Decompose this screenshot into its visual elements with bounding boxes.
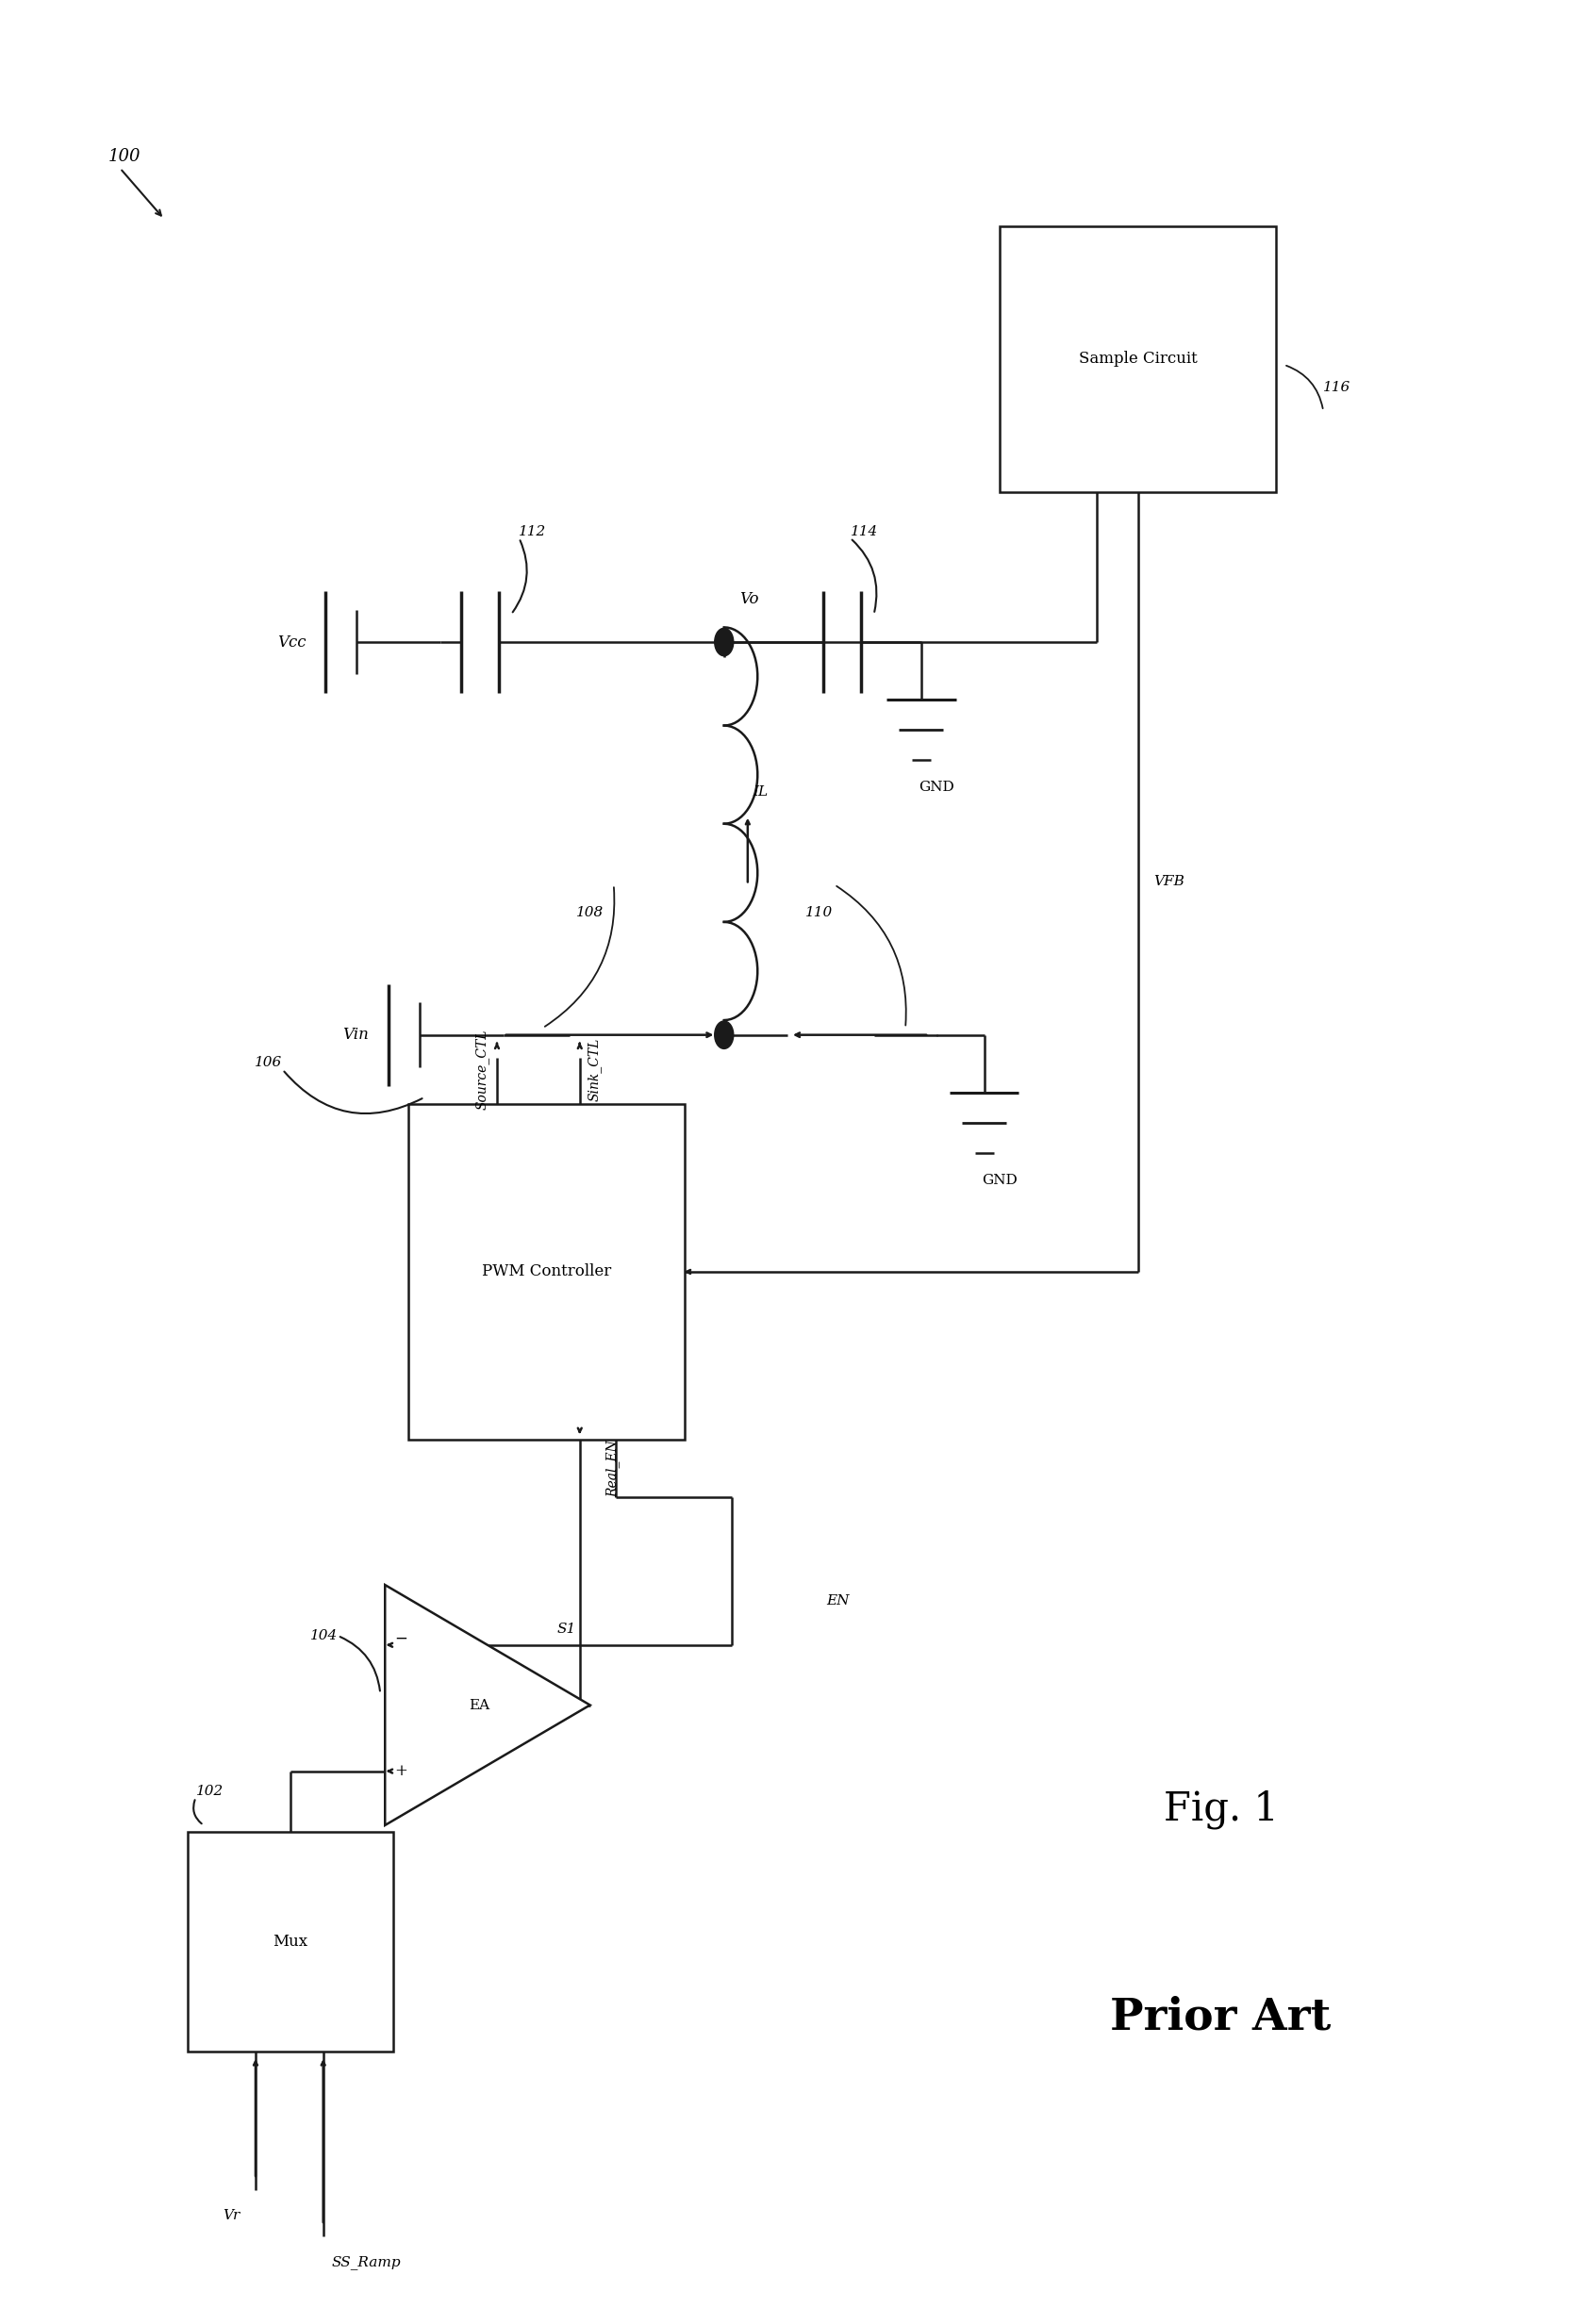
- Text: SS_Ramp: SS_Ramp: [331, 2254, 401, 2268]
- Text: 100: 100: [108, 149, 142, 165]
- Text: EA: EA: [469, 1699, 490, 1713]
- Text: Fig. 1: Fig. 1: [1164, 1789, 1278, 1829]
- Text: GND: GND: [919, 781, 954, 795]
- Text: Mux: Mux: [273, 1934, 308, 1950]
- Text: 112: 112: [518, 525, 547, 539]
- Text: 114: 114: [851, 525, 878, 539]
- Text: −: −: [394, 1631, 407, 1648]
- Text: EN: EN: [827, 1594, 849, 1608]
- Text: 110: 110: [805, 906, 833, 920]
- Text: 108: 108: [576, 906, 604, 920]
- Text: 102: 102: [196, 1785, 223, 1796]
- Text: 106: 106: [254, 1057, 283, 1069]
- Text: Vr: Vr: [223, 2208, 240, 2222]
- Text: VFB: VFB: [1154, 876, 1185, 888]
- Bar: [1000, 225, 1275, 493]
- Text: GND: GND: [983, 1174, 1018, 1188]
- Text: PWM Controller: PWM Controller: [482, 1264, 612, 1281]
- Text: Source_CTL: Source_CTL: [475, 1030, 490, 1111]
- Circle shape: [714, 627, 733, 655]
- Text: +: +: [394, 1764, 407, 1780]
- Text: Prior Art: Prior Art: [1110, 1996, 1331, 2038]
- Text: Real_EN: Real_EN: [606, 1441, 620, 1497]
- Bar: [409, 1104, 685, 1439]
- Text: Vin: Vin: [343, 1027, 369, 1043]
- Text: S1: S1: [556, 1622, 576, 1636]
- Text: Vcc: Vcc: [277, 634, 307, 651]
- Text: 104: 104: [310, 1629, 337, 1643]
- Circle shape: [714, 1020, 733, 1048]
- Text: IL: IL: [752, 786, 768, 799]
- Text: Sample Circuit: Sample Circuit: [1078, 351, 1197, 367]
- Polygon shape: [385, 1585, 590, 1824]
- Text: Sink_CTL: Sink_CTL: [588, 1039, 601, 1102]
- Text: 116: 116: [1323, 381, 1351, 395]
- Text: Vo: Vo: [739, 590, 758, 607]
- Bar: [188, 1831, 393, 2052]
